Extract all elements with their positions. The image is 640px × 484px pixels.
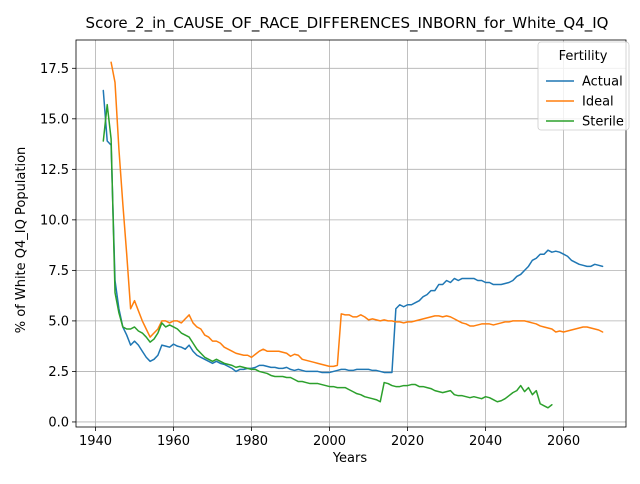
y-tick-label: 7.5: [48, 264, 69, 279]
legend-label-sterile: Sterile: [582, 115, 624, 130]
y-tick-label: 12.5: [40, 163, 69, 178]
legend-title: Fertility: [559, 49, 608, 64]
y-tick-label: 15.0: [40, 112, 69, 127]
y-tick-label: 0.0: [48, 415, 69, 430]
x-tick-label: 2060: [547, 434, 580, 449]
y-tick-label: 5.0: [48, 314, 69, 329]
y-tick-label: 2.5: [48, 365, 69, 380]
legend-label-actual: Actual: [582, 75, 623, 90]
x-tick-label: 1980: [235, 434, 268, 449]
legend: Fertility Actual Ideal Sterile: [538, 42, 629, 130]
x-tick-label: 2040: [469, 434, 502, 449]
series-line-sterile: [103, 105, 552, 408]
axis-ticks: 1940 1960 1980 2000 2020 2040 2060 0.0 2.5 5.0 7.5…: [40, 62, 580, 449]
x-axis-label: Years: [332, 451, 368, 466]
x-tick-label: 1940: [79, 434, 112, 449]
y-tick-label: 10.0: [40, 213, 69, 228]
x-tick-label: 2020: [391, 434, 424, 449]
y-axis-label: % of White Q4_IQ Population: [14, 147, 29, 334]
legend-label-ideal: Ideal: [582, 95, 614, 110]
y-tick-label: 17.5: [40, 62, 69, 77]
x-tick-label: 2000: [313, 434, 346, 449]
series-layer: [103, 62, 602, 408]
x-tick-label: 1960: [157, 434, 190, 449]
chart-title: Score_2_in_CAUSE_OF_RACE_DIFFERENCES_INB…: [86, 14, 609, 33]
